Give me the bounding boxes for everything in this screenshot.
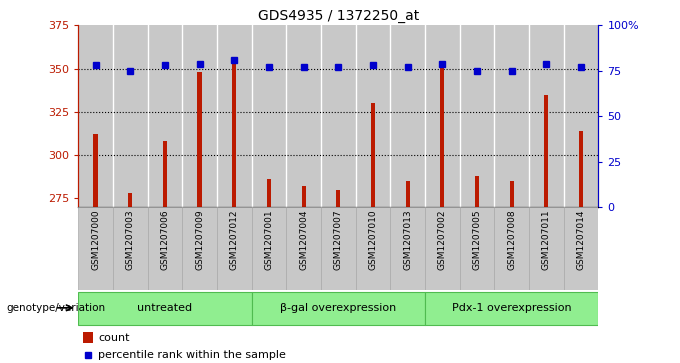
Bar <box>425 25 460 207</box>
Text: GSM1207005: GSM1207005 <box>473 209 481 270</box>
Bar <box>217 207 252 290</box>
Bar <box>217 25 252 207</box>
Bar <box>529 207 564 290</box>
Text: GSM1207014: GSM1207014 <box>577 209 585 270</box>
Bar <box>494 25 529 207</box>
Text: GSM1207012: GSM1207012 <box>230 209 239 270</box>
Text: GSM1207003: GSM1207003 <box>126 209 135 270</box>
Bar <box>182 25 217 207</box>
Bar <box>252 25 286 207</box>
Bar <box>321 25 356 207</box>
Bar <box>182 207 217 290</box>
Bar <box>405 181 410 207</box>
Bar <box>148 207 182 290</box>
Bar <box>356 25 390 207</box>
Text: GSM1207002: GSM1207002 <box>438 209 447 270</box>
Bar <box>390 207 425 290</box>
Bar <box>529 25 564 207</box>
Bar <box>78 25 113 207</box>
Bar <box>390 25 425 207</box>
Bar <box>440 65 445 207</box>
Bar <box>128 193 133 207</box>
Bar <box>544 94 549 207</box>
Text: untreated: untreated <box>137 303 192 313</box>
Bar <box>425 25 460 207</box>
Bar <box>286 25 321 207</box>
Text: Pdx-1 overexpression: Pdx-1 overexpression <box>452 303 571 313</box>
Text: GSM1207010: GSM1207010 <box>369 209 377 270</box>
Bar <box>148 25 182 207</box>
Text: β-gal overexpression: β-gal overexpression <box>280 303 396 313</box>
Bar <box>579 131 583 207</box>
Bar <box>390 25 425 207</box>
Bar <box>564 207 598 290</box>
Bar <box>321 207 356 290</box>
Bar <box>113 25 148 207</box>
Text: GSM1207007: GSM1207007 <box>334 209 343 270</box>
Bar <box>460 25 494 207</box>
Bar <box>217 25 252 207</box>
Text: GSM1207006: GSM1207006 <box>160 209 169 270</box>
Bar <box>529 25 564 207</box>
Bar <box>78 207 113 290</box>
Bar <box>425 292 598 325</box>
Bar <box>564 25 598 207</box>
Bar <box>460 25 494 207</box>
Text: GSM1207008: GSM1207008 <box>507 209 516 270</box>
Bar <box>286 25 321 207</box>
Bar <box>197 72 202 207</box>
Bar <box>182 25 217 207</box>
Text: GSM1207013: GSM1207013 <box>403 209 412 270</box>
Bar <box>84 332 92 343</box>
Bar <box>113 25 148 207</box>
Bar <box>494 207 529 290</box>
Text: GSM1207004: GSM1207004 <box>299 209 308 270</box>
Text: GSM1207011: GSM1207011 <box>542 209 551 270</box>
Bar <box>163 141 167 207</box>
Bar <box>252 292 425 325</box>
Bar <box>78 292 252 325</box>
Bar <box>460 207 494 290</box>
Bar <box>336 189 341 207</box>
Bar <box>232 58 237 207</box>
Bar <box>252 207 286 290</box>
Bar <box>475 176 479 207</box>
Bar <box>93 134 98 207</box>
Text: percentile rank within the sample: percentile rank within the sample <box>98 350 286 360</box>
Bar <box>509 181 514 207</box>
Bar <box>286 207 321 290</box>
Bar <box>371 103 375 207</box>
Text: count: count <box>98 333 129 343</box>
Bar <box>148 25 182 207</box>
Bar <box>78 25 113 207</box>
Bar <box>356 207 390 290</box>
Bar <box>356 25 390 207</box>
Bar <box>301 186 306 207</box>
Bar <box>425 207 460 290</box>
Bar <box>267 179 271 207</box>
Text: GSM1207001: GSM1207001 <box>265 209 273 270</box>
Bar <box>252 25 286 207</box>
Bar <box>564 25 598 207</box>
Bar <box>113 207 148 290</box>
Title: GDS4935 / 1372250_at: GDS4935 / 1372250_at <box>258 9 419 23</box>
Bar <box>321 25 356 207</box>
Text: GSM1207009: GSM1207009 <box>195 209 204 270</box>
Text: GSM1207000: GSM1207000 <box>91 209 100 270</box>
Bar <box>494 25 529 207</box>
Text: genotype/variation: genotype/variation <box>7 303 106 313</box>
